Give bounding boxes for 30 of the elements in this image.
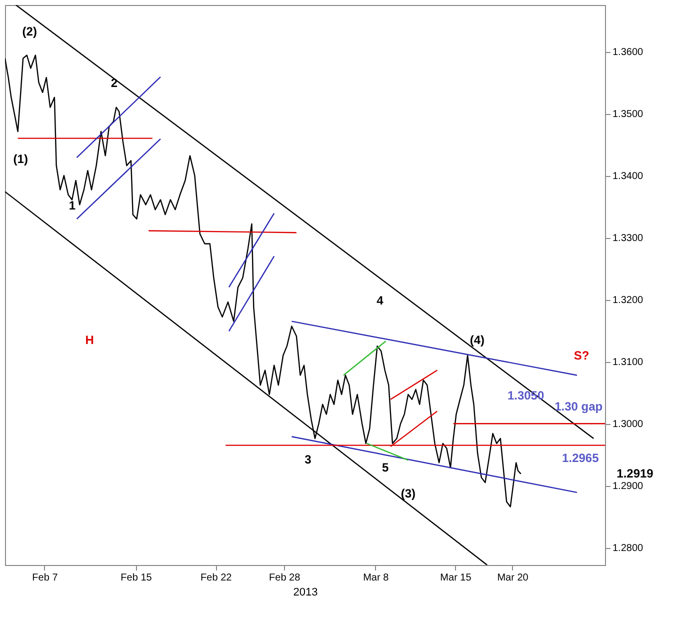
annotation: 5 xyxy=(382,460,390,475)
y-tick-label: 1.3200 xyxy=(612,295,644,306)
annotation: 1.2965 xyxy=(562,451,600,466)
x-tick-label: Feb 28 xyxy=(269,572,301,584)
x-tick-label: Mar 8 xyxy=(363,572,390,584)
annotation: 1 xyxy=(68,198,76,212)
y-tick-label: 1.3000 xyxy=(612,419,644,430)
annotation: 1.30 gap xyxy=(554,400,603,414)
text: 1.2919 xyxy=(616,466,654,481)
x-tick-label: Feb 15 xyxy=(120,572,152,584)
x-tick-label: Feb 22 xyxy=(200,572,232,584)
y-tick-label: 1.3600 xyxy=(612,47,644,58)
x-axis-title: 2013 xyxy=(293,586,318,598)
y-tick-label: 1.3400 xyxy=(612,171,644,182)
x-tick-label: Feb 7 xyxy=(32,572,58,584)
annotation: 3 xyxy=(304,452,312,467)
x-tick-label: Mar 15 xyxy=(440,572,472,584)
x-tick-label: Mar 20 xyxy=(497,572,529,584)
annotation: (2) xyxy=(22,24,37,38)
y-tick-label: 1.3100 xyxy=(612,357,644,368)
annotation: (4) xyxy=(470,332,485,347)
annotation: (3) xyxy=(400,486,416,500)
y-tick-label: 1.3300 xyxy=(612,233,644,244)
y-tick-label: 1.2900 xyxy=(612,481,644,492)
y-tick-label: 1.2800 xyxy=(612,543,644,554)
annotation: (1) xyxy=(13,152,28,166)
annotation: H xyxy=(85,332,94,347)
annotation: 4 xyxy=(376,294,384,308)
y-tick-label: 1.3500 xyxy=(612,109,644,120)
annotation: S? xyxy=(574,348,590,363)
